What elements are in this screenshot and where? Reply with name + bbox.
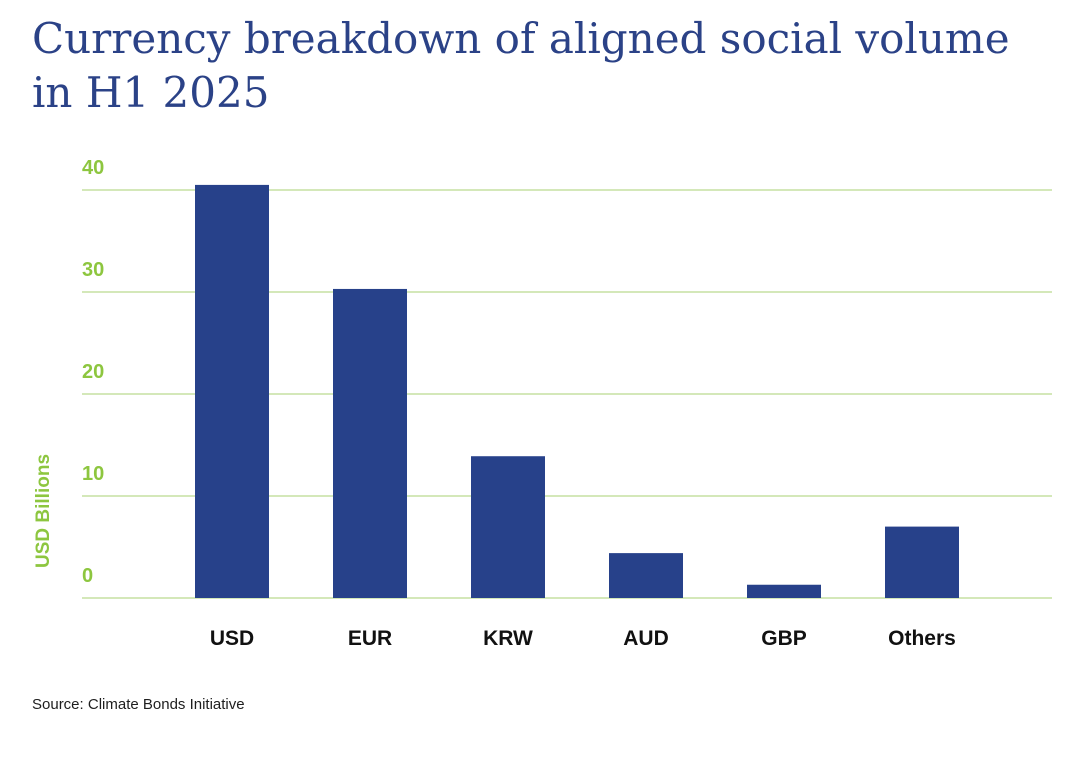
y-axis-label: USD Billions	[33, 454, 54, 568]
bars	[195, 184, 959, 598]
y-tick-label: 0	[82, 565, 93, 587]
source-note: Source: Climate Bonds Initiative	[32, 696, 245, 713]
chart-title-line-2: in H1 2025	[32, 68, 270, 117]
bar-aud	[609, 553, 683, 598]
x-tick-label: EUR	[348, 627, 392, 650]
bar-others	[885, 526, 959, 598]
y-tick-label: 10	[82, 463, 104, 485]
bar-usd	[195, 184, 269, 598]
chart-title: Currency breakdown of aligned social vol…	[32, 12, 1042, 120]
chart-title-line-1: Currency breakdown of aligned social vol…	[32, 14, 1010, 63]
y-axis-ticks: 0 10 20 30 40	[82, 157, 104, 587]
y-tick-label: 20	[82, 361, 104, 383]
y-tick-label: 30	[82, 259, 104, 281]
y-tick-label: 40	[82, 157, 104, 179]
bar-eur	[333, 288, 407, 598]
x-tick-label: AUD	[623, 627, 669, 650]
bar-krw	[471, 456, 545, 598]
x-tick-label: KRW	[483, 627, 533, 650]
bar-gbp	[747, 584, 821, 598]
x-tick-label: Others	[888, 627, 956, 650]
x-axis-labels: USD EUR KRW AUD GBP Others	[210, 627, 956, 650]
x-tick-label: USD	[210, 627, 254, 650]
x-tick-label: GBP	[761, 627, 807, 650]
